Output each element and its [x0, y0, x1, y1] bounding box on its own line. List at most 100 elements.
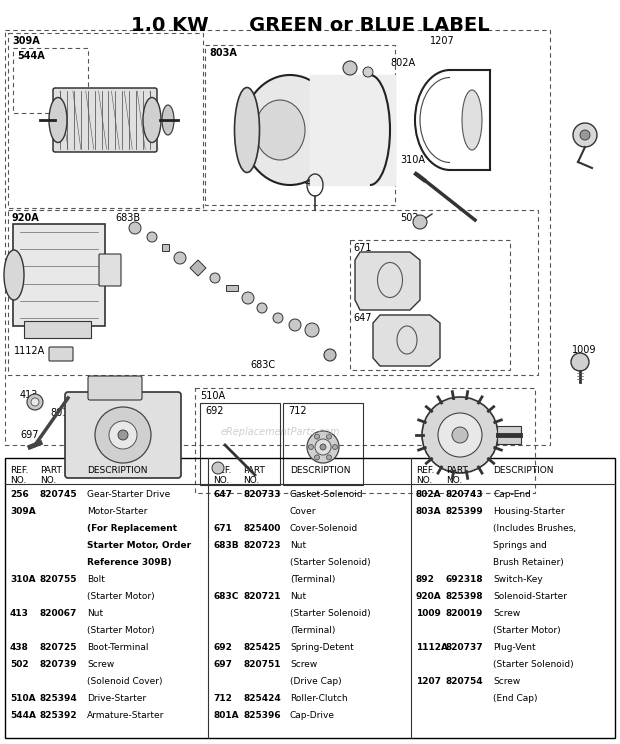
Text: Boot-Terminal: Boot-Terminal [87, 643, 149, 652]
Circle shape [118, 430, 128, 440]
Text: 692: 692 [213, 643, 232, 652]
Text: 1009: 1009 [572, 345, 596, 355]
Bar [195, 388, 535, 493]
Text: Housing-Starter: Housing-Starter [493, 507, 565, 516]
Bar [161, 243, 169, 251]
Circle shape [210, 273, 220, 283]
Text: (Includes Brushes,: (Includes Brushes, [493, 524, 576, 533]
Text: 802A: 802A [390, 58, 415, 68]
Text: 825394: 825394 [40, 694, 78, 703]
Text: 892: 892 [416, 575, 435, 584]
Circle shape [573, 123, 597, 147]
Text: (Starter Motor): (Starter Motor) [87, 592, 154, 601]
Circle shape [147, 232, 157, 242]
Circle shape [174, 252, 186, 264]
Text: 502: 502 [400, 213, 419, 223]
Text: 825399: 825399 [446, 507, 484, 516]
Text: 544A: 544A [17, 51, 45, 61]
Text: REF.
NO.: REF. NO. [213, 466, 231, 485]
Text: 820723: 820723 [243, 541, 280, 550]
Bar [205, 45, 395, 205]
Text: 820067: 820067 [40, 609, 78, 618]
Bar [5, 30, 550, 445]
Bar [283, 403, 363, 485]
Polygon shape [355, 252, 420, 310]
Text: 310A: 310A [10, 575, 35, 584]
Text: Gear-Starter Drive: Gear-Starter Drive [87, 490, 170, 499]
Text: (Solenoid Cover): (Solenoid Cover) [87, 677, 162, 686]
Text: 692: 692 [205, 406, 223, 416]
Text: 671: 671 [353, 243, 371, 253]
Text: DESCRIPTION: DESCRIPTION [493, 466, 554, 475]
Text: 310A: 310A [400, 155, 425, 165]
Text: 820751: 820751 [243, 660, 280, 669]
FancyBboxPatch shape [24, 321, 91, 338]
Text: PART
NO.: PART NO. [40, 466, 62, 485]
FancyBboxPatch shape [497, 426, 521, 444]
Circle shape [413, 215, 427, 229]
Text: 1112A: 1112A [14, 346, 45, 356]
Text: 825396: 825396 [243, 711, 281, 720]
Text: Drive-Starter: Drive-Starter [87, 694, 146, 703]
Circle shape [324, 349, 336, 361]
Text: 692318: 692318 [446, 575, 484, 584]
Text: (End Cap): (End Cap) [493, 694, 538, 703]
Polygon shape [190, 260, 206, 276]
Text: 510A: 510A [10, 694, 35, 703]
Text: eReplacementParts.com: eReplacementParts.com [220, 427, 340, 437]
Text: 1207: 1207 [416, 677, 441, 686]
Text: (Starter Motor): (Starter Motor) [87, 626, 154, 635]
Text: PART
NO.: PART NO. [243, 466, 265, 485]
Text: Bolt: Bolt [87, 575, 105, 584]
Text: Solenoid-Starter: Solenoid-Starter [493, 592, 567, 601]
Text: 820725: 820725 [40, 643, 78, 652]
Text: 413: 413 [10, 609, 29, 618]
Text: 892: 892 [575, 130, 593, 140]
Text: 820743: 820743 [446, 490, 484, 499]
Text: Cover: Cover [290, 507, 316, 516]
Circle shape [314, 434, 319, 439]
Circle shape [289, 319, 301, 331]
Ellipse shape [242, 75, 337, 185]
Text: 801A: 801A [213, 711, 239, 720]
Text: Motor-Starter: Motor-Starter [87, 507, 148, 516]
Ellipse shape [162, 105, 174, 135]
Bar [226, 285, 238, 291]
Text: 825392: 825392 [40, 711, 78, 720]
Text: Starter Motor, Order: Starter Motor, Order [87, 541, 191, 550]
FancyBboxPatch shape [99, 254, 121, 286]
Text: 820737: 820737 [446, 643, 484, 652]
Text: Armature-Starter: Armature-Starter [87, 711, 164, 720]
Polygon shape [373, 315, 440, 366]
Text: 712: 712 [213, 694, 232, 703]
Text: 502: 502 [10, 660, 29, 669]
Text: 256: 256 [10, 490, 29, 499]
Bar [13, 48, 88, 113]
Bar [8, 210, 538, 375]
Circle shape [314, 455, 319, 460]
Text: Reference 309B): Reference 309B) [87, 558, 172, 567]
Text: 1207: 1207 [430, 36, 454, 46]
Circle shape [332, 444, 337, 449]
Circle shape [307, 431, 339, 463]
Text: 309A: 309A [10, 507, 36, 516]
Text: 825400: 825400 [243, 524, 280, 533]
Ellipse shape [49, 97, 67, 143]
Text: 820745: 820745 [40, 490, 78, 499]
Text: 647: 647 [353, 313, 371, 323]
FancyBboxPatch shape [53, 88, 157, 152]
Text: 438: 438 [305, 178, 324, 188]
Circle shape [422, 397, 498, 473]
Text: 803A: 803A [416, 507, 441, 516]
Circle shape [31, 398, 39, 406]
Text: Nut: Nut [87, 609, 103, 618]
Text: 697: 697 [20, 430, 38, 440]
FancyBboxPatch shape [88, 376, 142, 400]
Text: DESCRIPTION: DESCRIPTION [87, 466, 148, 475]
Text: REF.
NO.: REF. NO. [10, 466, 29, 485]
Text: 309A: 309A [12, 36, 40, 46]
Text: Spring-Detent: Spring-Detent [290, 643, 354, 652]
Text: 820755: 820755 [40, 575, 78, 584]
Text: 1.0 KW      GREEN or BLUE LABEL: 1.0 KW GREEN or BLUE LABEL [131, 16, 489, 35]
Circle shape [273, 313, 283, 323]
